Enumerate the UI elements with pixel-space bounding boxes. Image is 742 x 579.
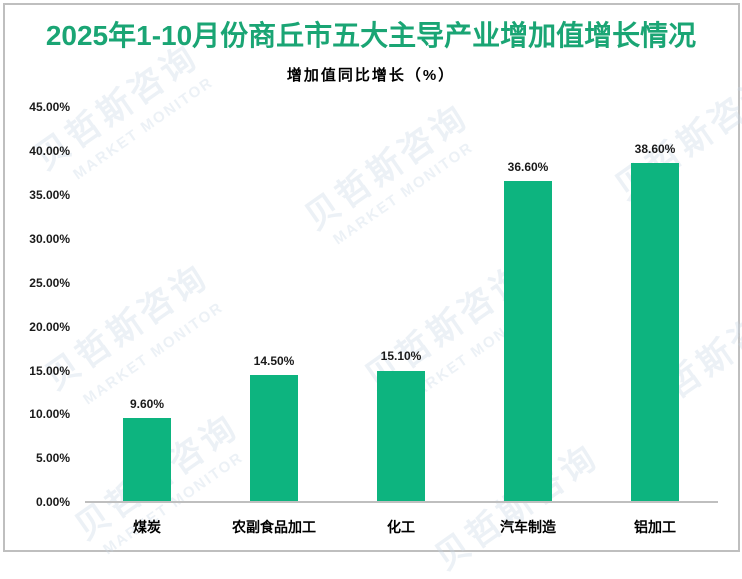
chart-title: 2025年1-10月份商丘市五大主导产业增加值增长情况 bbox=[45, 20, 697, 51]
x-category-label: 铝加工 bbox=[634, 519, 676, 535]
data-label: 14.50% bbox=[253, 354, 295, 368]
y-tick-label: 0.00% bbox=[35, 495, 70, 509]
x-category-label: 汽车制造 bbox=[500, 519, 556, 535]
chart-frame bbox=[3, 3, 740, 552]
data-label: 38.60% bbox=[634, 142, 676, 156]
x-category-label: 煤炭 bbox=[133, 519, 161, 535]
bar-automobile bbox=[504, 181, 552, 502]
chart-subtitle: 增加值同比增长（%） bbox=[286, 67, 456, 84]
bar-chemical bbox=[377, 371, 425, 502]
y-tick-label: 45.00% bbox=[29, 100, 70, 114]
data-label: 15.10% bbox=[380, 349, 422, 363]
y-tick-label: 35.00% bbox=[29, 188, 70, 202]
x-category-label: 化工 bbox=[387, 519, 415, 535]
y-tick-label: 25.00% bbox=[29, 276, 70, 290]
y-tick-label: 40.00% bbox=[29, 144, 70, 158]
y-tick-label: 10.00% bbox=[29, 407, 70, 421]
y-tick-label: 5.00% bbox=[35, 451, 70, 465]
bar-aluminum-processing bbox=[631, 163, 679, 502]
data-label: 36.60% bbox=[507, 160, 549, 174]
y-tick-label: 15.00% bbox=[29, 364, 70, 378]
y-tick-label: 20.00% bbox=[29, 320, 70, 334]
bar-coal bbox=[123, 418, 171, 502]
x-category-label: 农副食品加工 bbox=[232, 519, 316, 535]
y-tick-label: 30.00% bbox=[29, 232, 70, 246]
bar-agri-food-processing bbox=[250, 375, 298, 502]
x-axis-line bbox=[85, 501, 718, 503]
data-label: 9.60% bbox=[129, 397, 165, 411]
